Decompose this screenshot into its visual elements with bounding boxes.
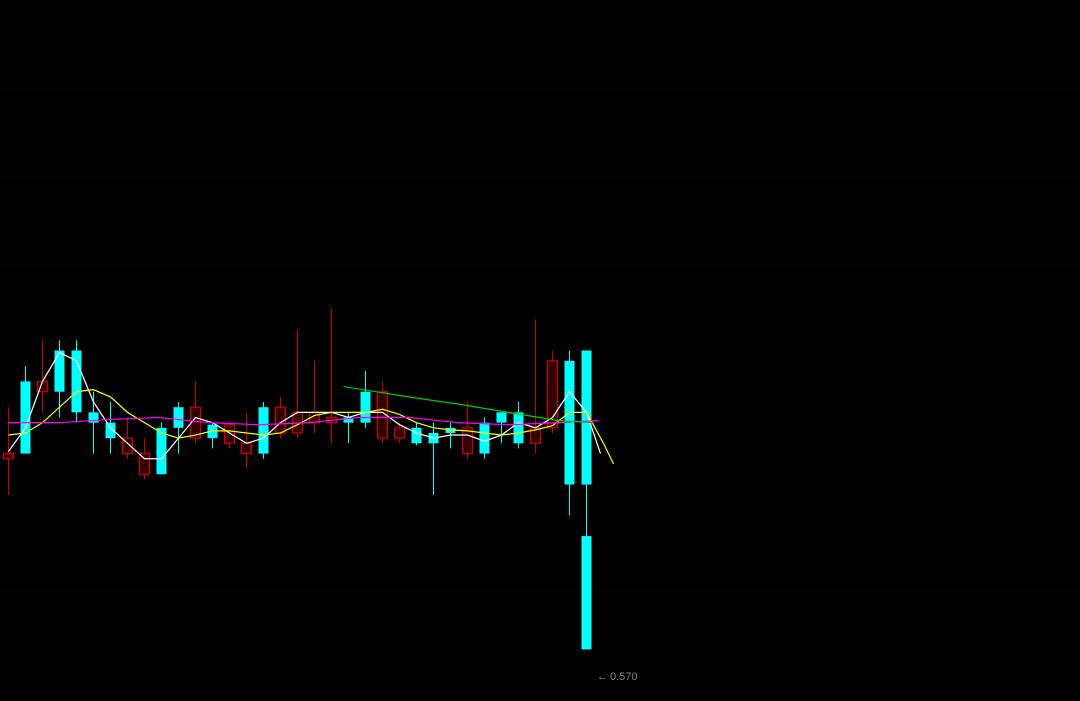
price-label-low: 0.570 bbox=[610, 671, 638, 683]
candlestick-chart[interactable] bbox=[0, 0, 1080, 701]
price-label-arrow: ← bbox=[597, 671, 608, 683]
